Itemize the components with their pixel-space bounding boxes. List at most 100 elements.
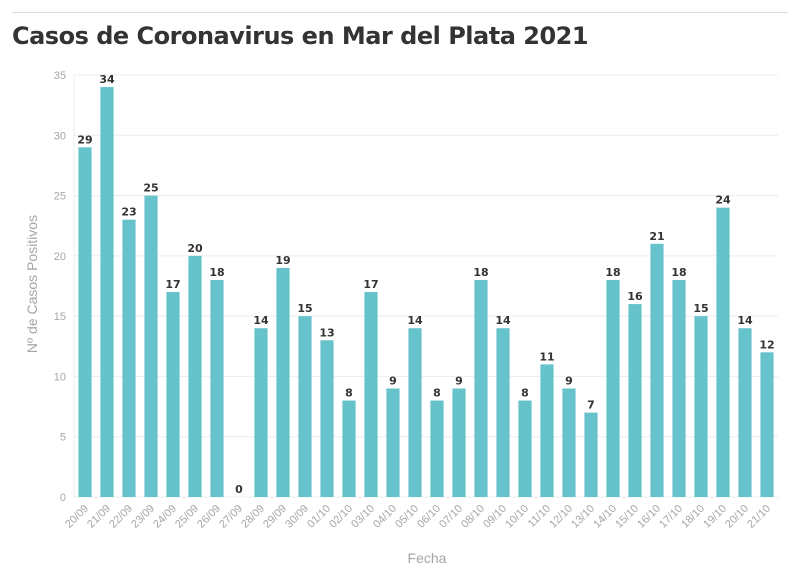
data-label: 7 — [587, 399, 595, 412]
x-tick-label: 01/10 — [305, 503, 333, 531]
y-tick-label: 15 — [54, 311, 66, 323]
y-tick-label: 35 — [54, 70, 66, 82]
data-label: 14 — [253, 314, 269, 327]
data-label: 23 — [121, 206, 136, 219]
data-label: 9 — [389, 374, 397, 387]
data-label: 25 — [143, 182, 158, 195]
data-label: 21 — [649, 230, 664, 243]
bar — [364, 292, 378, 497]
chart-title: Casos de Coronavirus en Mar del Plata 20… — [12, 22, 589, 50]
x-tick-label: 26/09 — [195, 503, 223, 531]
bar — [408, 328, 422, 497]
x-tick-label: 10/10 — [503, 503, 531, 531]
bar — [694, 316, 708, 497]
data-label: 17 — [363, 278, 378, 291]
x-tick-label: 23/09 — [129, 503, 157, 531]
bar — [540, 364, 554, 497]
y-tick-label: 20 — [54, 251, 66, 263]
bar — [672, 279, 686, 497]
x-tick-label: 22/09 — [107, 503, 135, 531]
x-tick-label: 28/09 — [239, 503, 267, 531]
x-tick-label: 20/09 — [63, 503, 91, 531]
x-tick-label: 27/09 — [217, 503, 245, 531]
x-tick-label: 14/10 — [591, 503, 619, 531]
data-label: 20 — [187, 242, 203, 255]
y-tick-label: 5 — [60, 432, 66, 444]
x-tick-label: 25/09 — [173, 503, 201, 531]
bar — [100, 87, 114, 498]
bar — [760, 352, 774, 497]
x-axis-ticks: 20/0921/0922/0923/0924/0925/0926/0927/09… — [63, 503, 773, 531]
x-tick-label: 02/10 — [327, 503, 355, 531]
x-tick-label: 20/10 — [723, 503, 751, 531]
x-tick-label: 05/10 — [393, 503, 421, 531]
data-label: 8 — [521, 387, 529, 400]
bar — [166, 292, 180, 497]
data-label: 18 — [473, 266, 488, 279]
data-label: 16 — [627, 290, 643, 303]
bar — [386, 388, 400, 497]
y-tick-label: 0 — [60, 492, 66, 504]
data-label: 14 — [495, 314, 511, 327]
bar — [430, 400, 444, 497]
bar — [144, 195, 158, 498]
bar — [452, 388, 466, 497]
bars — [78, 87, 774, 498]
x-tick-label: 13/10 — [569, 503, 597, 531]
bar — [584, 412, 598, 497]
x-tick-label: 29/09 — [261, 503, 289, 531]
bar — [738, 328, 752, 497]
data-labels: 29 34 23 25 17 20 18 0 14 19 15 13 8 17 9 14 8 9 18 14 8 11 9 7… — [77, 73, 774, 496]
x-tick-label: 08/10 — [459, 503, 487, 531]
x-axis-title: Fecha — [408, 550, 447, 566]
x-tick-label: 21/10 — [745, 503, 773, 531]
data-label: 18 — [209, 266, 224, 279]
bar — [606, 279, 620, 497]
data-label: 15 — [297, 302, 312, 315]
x-tick-label: 19/10 — [701, 503, 729, 531]
data-label: 14 — [737, 314, 753, 327]
data-label: 34 — [99, 73, 115, 86]
y-tick-label: 10 — [54, 371, 66, 383]
bar — [650, 243, 664, 497]
y-tick-label: 25 — [54, 191, 66, 203]
bar — [518, 400, 532, 497]
x-tick-label: 24/09 — [151, 503, 179, 531]
x-tick-label: 30/09 — [283, 503, 311, 531]
x-tick-label: 07/10 — [437, 503, 465, 531]
data-label: 0 — [235, 483, 243, 496]
bar — [188, 255, 202, 497]
x-tick-label: 04/10 — [371, 503, 399, 531]
data-label: 19 — [275, 254, 290, 267]
bar — [716, 207, 730, 497]
data-label: 11 — [539, 350, 554, 363]
x-tick-label: 06/10 — [415, 503, 443, 531]
y-axis-title: Nº de Casos Positivos — [24, 215, 40, 353]
x-tick-label: 03/10 — [349, 503, 377, 531]
bar — [210, 279, 224, 497]
x-tick-label: 18/10 — [679, 503, 707, 531]
bar — [562, 388, 576, 497]
bar — [342, 400, 356, 497]
x-tick-label: 16/10 — [635, 503, 663, 531]
y-axis-ticks: 0 5 10 15 20 25 30 35 — [54, 70, 66, 504]
x-tick-label: 11/10 — [526, 503, 553, 530]
bar — [78, 147, 92, 498]
data-label: 13 — [319, 326, 334, 339]
bar — [474, 279, 488, 497]
bar — [122, 219, 136, 497]
x-tick-label: 09/10 — [481, 503, 509, 531]
x-tick-label: 21/09 — [85, 503, 113, 531]
data-label: 14 — [407, 314, 423, 327]
data-label: 17 — [165, 278, 180, 291]
data-label: 24 — [715, 194, 731, 207]
bar — [298, 316, 312, 497]
bar — [320, 340, 334, 497]
x-tick-label: 17/10 — [657, 503, 685, 531]
data-label: 18 — [671, 266, 686, 279]
data-label: 9 — [455, 374, 463, 387]
data-label: 15 — [693, 302, 708, 315]
data-label: 29 — [77, 133, 92, 146]
x-tick-label: 12/10 — [547, 503, 575, 531]
